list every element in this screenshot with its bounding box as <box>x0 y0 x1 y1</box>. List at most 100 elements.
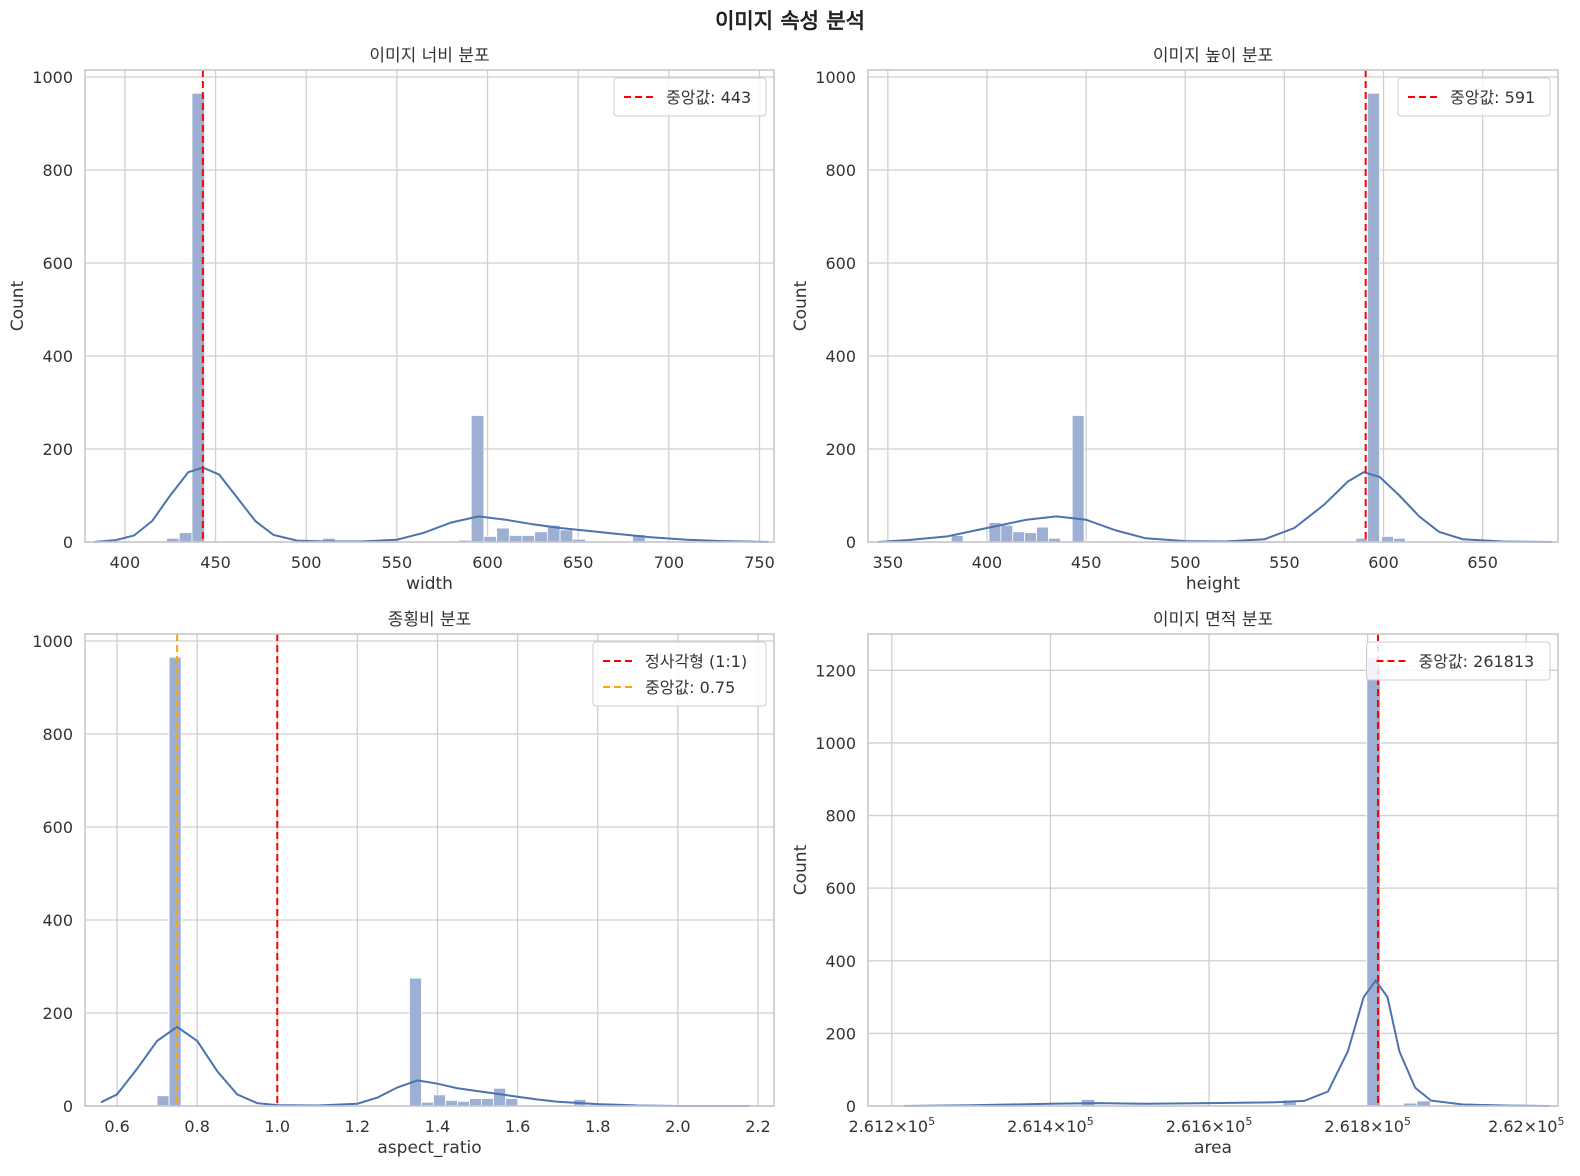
x-tick-label: 2.614×105 <box>1007 1115 1094 1136</box>
legend: 중앙값: 261813 <box>1366 641 1551 681</box>
y-tick-label: 600 <box>42 254 73 273</box>
chart-panel-2: 0 200 400 600 800 1000 350 400 450 500 550 600 650 he… <box>791 46 1559 594</box>
legend-box <box>1397 77 1551 117</box>
x-tick-label: 1.2 <box>345 1117 370 1136</box>
x-tick-label: 650 <box>563 553 594 572</box>
x-tick-exponent: 5 <box>1245 1115 1252 1128</box>
histogram-bar <box>156 1095 170 1107</box>
x-tick-exponent: 5 <box>928 1115 935 1128</box>
histogram-bar <box>469 1098 482 1107</box>
y-tick-label: 0 <box>846 1097 856 1116</box>
x-tick-times: ×10 <box>894 1117 928 1136</box>
y-axis-label: Count <box>791 280 811 331</box>
x-tick-label: 2.62×105 <box>1488 1115 1564 1136</box>
histogram-bar <box>1000 524 1014 543</box>
x-axis-label: height <box>1186 574 1241 594</box>
kde-curve <box>877 471 1553 543</box>
y-tick-label: 200 <box>825 1024 856 1043</box>
x-tick-label: 500 <box>1170 553 1201 572</box>
y-axis-label: Count <box>8 280 28 331</box>
x-tick-label: 750 <box>744 553 775 572</box>
x-tick-label: 500 <box>291 553 322 572</box>
x-tick-label: 0.6 <box>104 1117 129 1136</box>
x-tick-label: 1.6 <box>505 1117 530 1136</box>
y-tick-label: 600 <box>825 254 856 273</box>
histogram-bar <box>508 535 523 543</box>
x-tick-label: 1.4 <box>425 1117 450 1136</box>
y-tick-label: 800 <box>42 161 73 180</box>
chart-panel-3: 0 200 400 600 800 1000 0.6 0.8 1.0 1.2 1.4 1.6 1.8 2.… <box>32 610 775 1158</box>
histogram-bar <box>481 1098 494 1107</box>
axes-frame <box>84 633 775 1107</box>
x-tick-exponent: 5 <box>1087 1115 1094 1128</box>
x-tick-mantissa: 2.616 <box>1166 1117 1212 1136</box>
y-tick-label: 200 <box>42 1004 73 1023</box>
x-tick-mantissa: 2.612 <box>849 1117 895 1136</box>
x-tick-label: 2.616×105 <box>1166 1115 1253 1136</box>
y-tick-label: 600 <box>825 879 856 898</box>
x-tick-label: 2.2 <box>745 1117 770 1136</box>
x-tick-label: 600 <box>1368 553 1399 572</box>
y-tick-label: 1000 <box>815 734 856 753</box>
figure-title: 이미지 속성 분석 <box>715 9 865 33</box>
histogram-bar <box>1012 531 1026 543</box>
x-tick-label: 350 <box>873 553 904 572</box>
legend: 중앙값: 591 <box>1397 77 1551 117</box>
y-tick-label: 1200 <box>815 661 856 680</box>
x-tick-mantissa: 2.62 <box>1488 1117 1524 1136</box>
y-tick-label: 0 <box>63 533 73 552</box>
histogram-bar <box>409 977 422 1107</box>
legend-box <box>592 641 767 707</box>
y-tick-label: 0 <box>846 533 856 552</box>
histogram-bar <box>445 1100 458 1107</box>
x-axis-label: aspect_ratio <box>377 1138 481 1158</box>
x-tick-mantissa: 2.618 <box>1324 1117 1370 1136</box>
histogram-bar <box>493 1087 507 1107</box>
legend: 정사각형 (1:1) 중앙값: 0.75 <box>592 641 767 707</box>
histogram-bar <box>168 656 182 1107</box>
chart-panel-1: 0 200 400 600 800 1000 400 450 500 550 600 650 700 75… <box>8 46 775 594</box>
x-tick-label: 0.8 <box>184 1117 209 1136</box>
x-tick-label: 700 <box>654 553 685 572</box>
x-tick-times: ×10 <box>1370 1117 1404 1136</box>
x-tick-label: 1.8 <box>585 1117 610 1136</box>
x-tick-label: 400 <box>110 553 141 572</box>
axes-frame <box>84 69 775 543</box>
legend-label: 중앙값: 591 <box>1450 88 1535 107</box>
y-tick-label: 800 <box>825 161 856 180</box>
histogram-bar <box>433 1094 446 1107</box>
y-axis-label: Count <box>791 844 811 895</box>
histogram-bar <box>534 531 548 543</box>
legend: 중앙값: 443 <box>613 77 767 117</box>
y-tick-label: 400 <box>42 911 73 930</box>
kde-curve <box>100 1025 750 1107</box>
y-tick-label: 1000 <box>815 68 856 87</box>
y-tick-label: 0 <box>63 1097 73 1116</box>
x-tick-mantissa: 2.614 <box>1007 1117 1053 1136</box>
x-axis-label: width <box>406 574 453 594</box>
histogram-bar <box>521 535 536 543</box>
x-tick-label: 600 <box>472 553 503 572</box>
axes-frame <box>867 633 1559 1107</box>
x-tick-label: 2.618×105 <box>1324 1115 1411 1136</box>
x-tick-label: 400 <box>972 553 1003 572</box>
legend-box <box>613 77 767 117</box>
y-tick-label: 600 <box>42 818 73 837</box>
histogram-bar <box>1381 536 1394 543</box>
x-tick-times: ×10 <box>1053 1117 1087 1136</box>
histogram-bar <box>559 529 574 543</box>
chart-title: 이미지 너비 분포 <box>369 46 489 66</box>
y-tick-label: 400 <box>42 347 73 366</box>
x-tick-exponent: 5 <box>1404 1115 1411 1128</box>
y-tick-label: 800 <box>825 807 856 826</box>
x-axis-label: area <box>1194 1138 1232 1158</box>
y-tick-label: 1000 <box>32 632 73 651</box>
x-tick-label: 1.0 <box>265 1117 290 1136</box>
legend-label: 정사각형 (1:1) <box>645 652 747 671</box>
histogram-bar <box>178 532 193 543</box>
y-tick-label: 200 <box>825 440 856 459</box>
histogram-bar <box>505 1098 519 1107</box>
x-tick-label: 550 <box>382 553 413 572</box>
chart-title: 이미지 면적 분포 <box>1153 610 1273 630</box>
